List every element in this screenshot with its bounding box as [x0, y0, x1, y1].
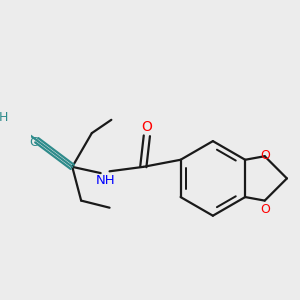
Text: O: O: [141, 120, 152, 134]
Text: NH: NH: [95, 174, 115, 187]
Text: O: O: [261, 203, 271, 216]
Text: H: H: [0, 111, 8, 124]
Text: C: C: [29, 136, 38, 148]
Text: O: O: [261, 149, 271, 162]
